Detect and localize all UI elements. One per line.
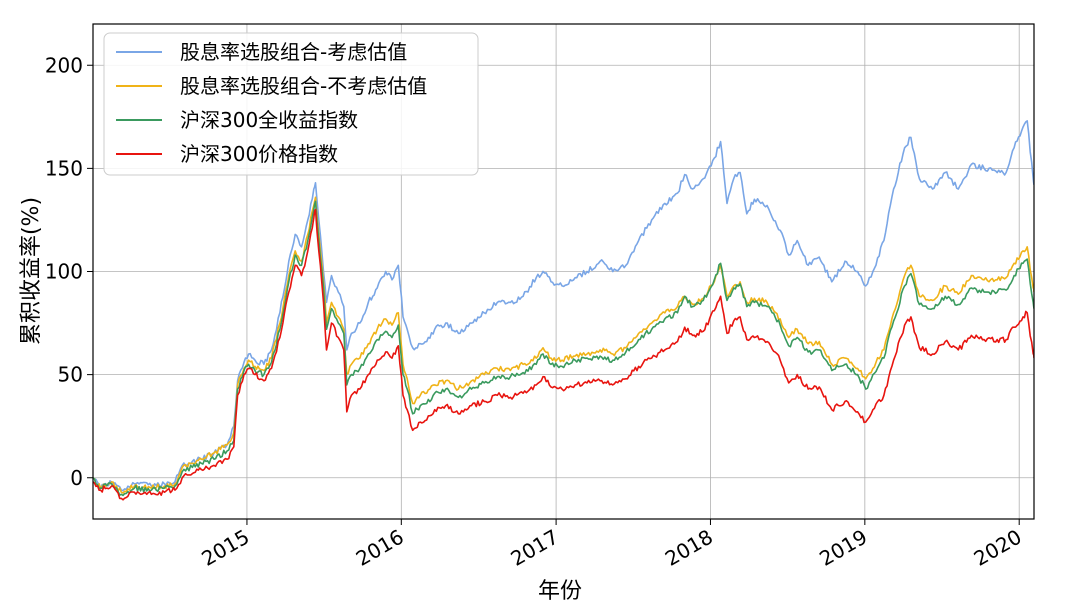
- series-line-ignoring-valuation: [93, 196, 1034, 494]
- series-layer: [93, 120, 1034, 501]
- legend-label-csi300-price: 沪深300价格指数: [180, 142, 338, 166]
- legend-box: [103, 32, 479, 176]
- y-tick-label: 150: [45, 156, 83, 180]
- y-tick-label: 0: [70, 466, 83, 490]
- x-axis-title: 年份: [538, 579, 582, 604]
- legend: 股息率选股组合-考虑估值股息率选股组合-不考虑估值沪深300全收益指数沪深300…: [103, 32, 479, 176]
- grid-lines: [93, 24, 1034, 519]
- y-tick-label: 100: [45, 260, 83, 284]
- y-tick-label: 200: [45, 53, 83, 77]
- legend-label-considering-valuation: 股息率选股组合-考虑估值: [180, 40, 407, 64]
- y-axis: 0 50 100 150 200: [45, 53, 93, 490]
- series-line-considering-valuation: [93, 120, 1034, 492]
- y-axis-title: 累积收益率(%): [19, 197, 44, 345]
- y-tick-label: 50: [58, 363, 83, 387]
- legend-label-csi300-total-return: 沪深300全收益指数: [180, 108, 358, 132]
- series-line-csi300-price: [93, 208, 1034, 501]
- legend-label-ignoring-valuation: 股息率选股组合-不考虑估值: [180, 74, 427, 98]
